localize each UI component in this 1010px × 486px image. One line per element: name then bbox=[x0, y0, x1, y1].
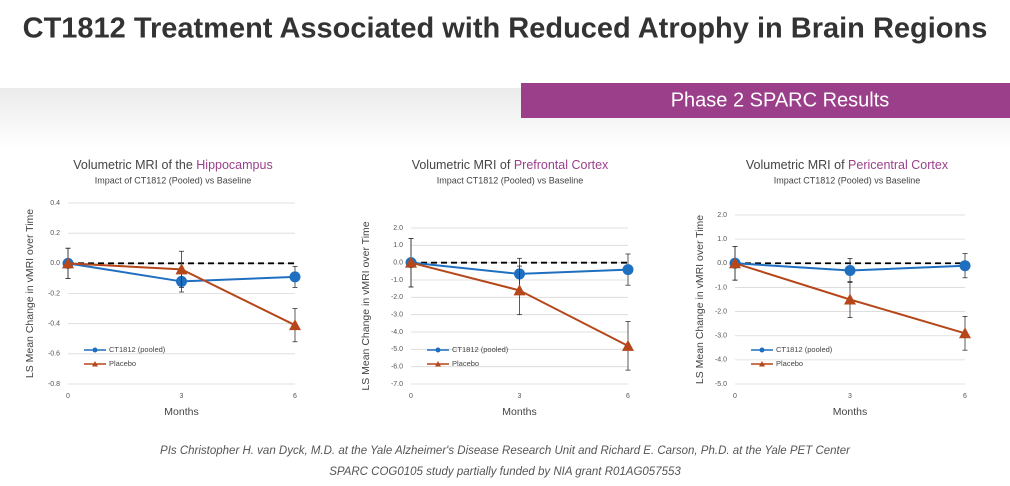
legend-marker bbox=[759, 361, 765, 367]
y-tick-label: 0.4 bbox=[50, 200, 60, 207]
x-tick-label: 3 bbox=[518, 393, 522, 400]
y-tick-label: 0.0 bbox=[50, 260, 60, 267]
chart: Volumetric MRI of Pericentral Cortex Impa… bbox=[694, 158, 971, 418]
chart-subtitle: Impact CT1812 (Pooled) vs Baseline bbox=[437, 175, 584, 185]
footer-line: PIs Christopher H. van Dyck, M.D. at the… bbox=[160, 445, 851, 457]
chart-title-highlight: Pericentral Cortex bbox=[848, 158, 949, 172]
legend-label: CT1812 (pooled) bbox=[452, 345, 509, 354]
point bbox=[729, 257, 741, 269]
chart-title-highlight: Prefrontal Cortex bbox=[514, 158, 609, 172]
y-tick-label: 0.2 bbox=[50, 230, 60, 237]
point bbox=[622, 264, 634, 276]
point bbox=[289, 271, 301, 283]
y-tick-label: -0.2 bbox=[48, 290, 60, 297]
chart-title: Volumetric MRI of the Hippocampus bbox=[73, 158, 272, 172]
y-axis-label: LS Mean Change in vMRI over Time bbox=[694, 215, 706, 384]
x-tick-label: 6 bbox=[293, 393, 297, 400]
y-tick-label: -0.4 bbox=[48, 321, 60, 328]
chart-title-highlight: Hippocampus bbox=[196, 158, 272, 172]
y-tick-label: -4.0 bbox=[715, 357, 727, 364]
y-tick-label: -3.0 bbox=[391, 312, 403, 319]
chart: Volumetric MRI of the Hippocampus Impact … bbox=[24, 158, 301, 418]
y-tick-label: -1.0 bbox=[391, 277, 403, 284]
legend-marker bbox=[759, 347, 765, 353]
y-tick-label: -0.8 bbox=[48, 381, 60, 388]
point bbox=[175, 263, 188, 275]
chart: Volumetric MRI of Prefrontal Cortex Impac… bbox=[360, 158, 634, 418]
x-tick-label: 3 bbox=[848, 393, 852, 400]
x-axis-label: Months bbox=[164, 406, 198, 418]
legend-label: CT1812 (pooled) bbox=[109, 345, 166, 354]
y-tick-label: 2.0 bbox=[717, 212, 727, 219]
y-tick-label: -5.0 bbox=[391, 346, 403, 353]
chart-title-text: Volumetric MRI of bbox=[412, 158, 511, 172]
y-tick-label: -3.0 bbox=[715, 333, 727, 340]
slide-title: CT1812 Treatment Associated with Reduced… bbox=[23, 13, 988, 45]
y-axis-label: LS Mean Change in vMRI over Time bbox=[24, 209, 36, 378]
y-tick-label: -2.0 bbox=[391, 294, 403, 301]
chart-title: Volumetric MRI of Prefrontal Cortex bbox=[412, 158, 609, 172]
legend-marker bbox=[92, 361, 98, 367]
x-tick-label: 3 bbox=[180, 393, 184, 400]
x-tick-label: 0 bbox=[733, 393, 737, 400]
point bbox=[959, 260, 971, 272]
point bbox=[62, 257, 74, 269]
x-tick-label: 0 bbox=[66, 393, 70, 400]
point bbox=[405, 256, 417, 268]
banner-text: Phase 2 SPARC Results bbox=[671, 89, 890, 111]
chart-title: Volumetric MRI of Pericentral Cortex bbox=[746, 158, 949, 172]
y-tick-label: 1.0 bbox=[393, 242, 403, 249]
legend-label: Placebo bbox=[109, 359, 136, 368]
y-tick-label: 1.0 bbox=[717, 236, 727, 243]
x-tick-label: 0 bbox=[409, 393, 413, 400]
x-axis-label: Months bbox=[502, 406, 536, 418]
x-tick-label: 6 bbox=[626, 393, 630, 400]
x-tick-label: 6 bbox=[963, 393, 967, 400]
chart-title-text: Volumetric MRI of the bbox=[73, 158, 193, 172]
y-tick-label: -1.0 bbox=[715, 284, 727, 291]
legend-label: CT1812 (pooled) bbox=[776, 345, 833, 354]
legend-marker bbox=[92, 347, 98, 353]
legend-label: Placebo bbox=[452, 359, 479, 368]
legend-marker bbox=[435, 347, 441, 353]
y-tick-label: -4.0 bbox=[391, 329, 403, 336]
y-tick-label: -5.0 bbox=[715, 381, 727, 388]
point bbox=[844, 265, 856, 277]
chart-subtitle: Impact of CT1812 (Pooled) vs Baseline bbox=[95, 175, 252, 185]
point bbox=[959, 327, 971, 339]
point bbox=[622, 339, 634, 351]
chart-subtitle: Impact CT1812 (Pooled) vs Baseline bbox=[774, 175, 921, 185]
y-axis-label: LS Mean Change in vMRI over Time bbox=[360, 221, 372, 390]
y-tick-label: -6.0 bbox=[391, 364, 403, 371]
y-tick-label: 0.0 bbox=[717, 260, 727, 267]
chart-title-text: Volumetric MRI of bbox=[746, 158, 845, 172]
legend-marker bbox=[435, 361, 441, 367]
y-tick-label: 0.0 bbox=[393, 260, 403, 267]
y-tick-label: -2.0 bbox=[715, 308, 727, 315]
point bbox=[844, 293, 856, 305]
footer-line: SPARC COG0105 study partially funded by … bbox=[329, 466, 681, 478]
point bbox=[289, 319, 301, 331]
legend-label: Placebo bbox=[776, 359, 803, 368]
x-axis-label: Months bbox=[833, 406, 867, 418]
y-tick-label: 2.0 bbox=[393, 225, 403, 232]
y-tick-label: -7.0 bbox=[391, 381, 403, 388]
banner bbox=[521, 83, 1010, 118]
point bbox=[513, 284, 526, 296]
y-tick-label: -0.6 bbox=[48, 351, 60, 358]
